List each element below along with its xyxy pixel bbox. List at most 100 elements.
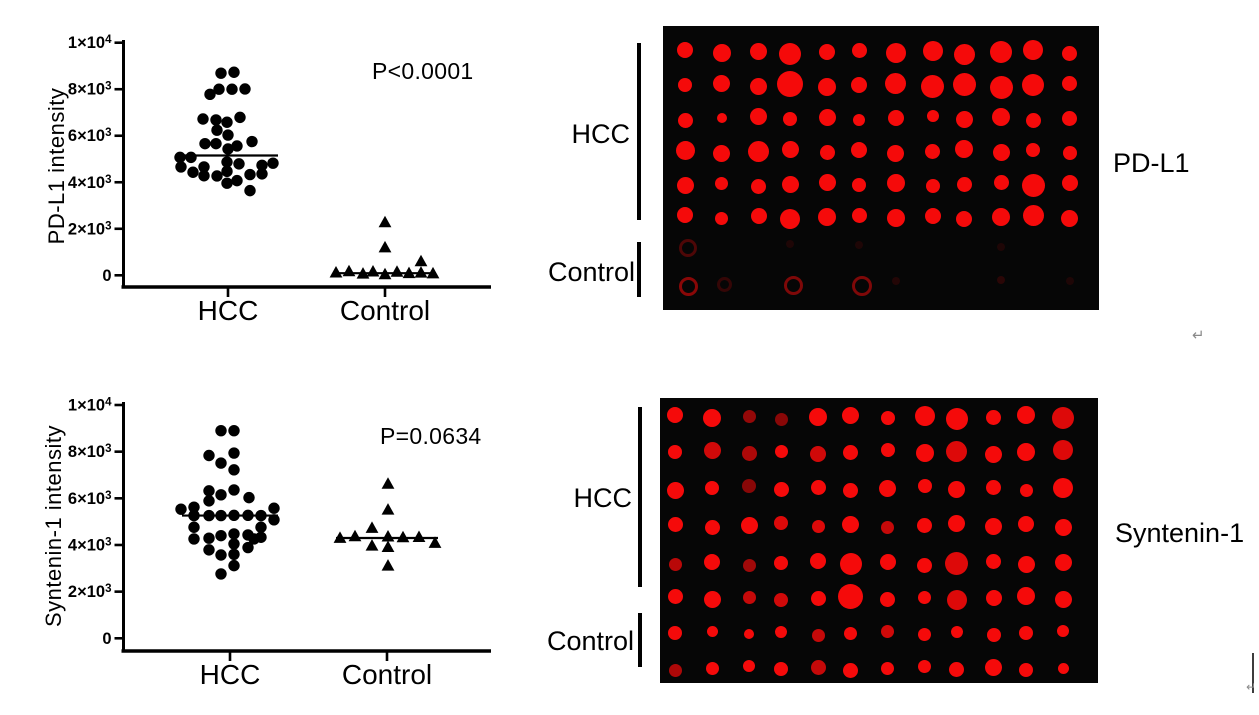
blot-dot [922,41,943,61]
scatter-point-circle [215,67,227,79]
blot-dot [679,239,697,257]
blot-dot [851,207,867,223]
scatter-point-circle [248,533,260,545]
blot-dot [880,411,895,425]
control-group-bar-top [637,242,641,297]
blot-dot [1061,209,1079,227]
blot-dot [851,142,867,158]
blot-dot [1021,173,1045,197]
blot-dot [886,174,905,192]
scatter-point-triangle [381,530,395,542]
y-tick-label: 2×103 [68,220,112,238]
blot-dot [819,44,836,60]
blot-dot [853,114,865,126]
scatter-point-circle [210,137,222,150]
blot-dot [925,143,941,159]
blot-dot [992,108,1011,126]
scatter-point-circle [221,177,233,189]
blot-dot [705,661,719,675]
blot-dot [743,660,756,672]
blot-dot [742,479,757,493]
scatter-point-circle [213,83,225,95]
blot-dot [843,662,858,678]
scatter-point-triangle [381,477,395,489]
scatter-point-triangle [365,539,379,551]
y-tick-label: 4×103 [68,536,112,554]
blot-dot [879,554,896,570]
blot-dot [741,445,757,461]
blot-dot [842,515,859,533]
blot-dot [921,74,945,98]
scatter-point-circle [203,449,215,462]
scatter-point-circle [215,529,227,542]
blot-dot [818,108,836,126]
blot-dot [775,626,788,638]
blot-dot [1062,110,1078,126]
scatter-point-circle [228,484,240,496]
blot-dot [926,110,939,122]
blot-dot [773,481,789,497]
scatter-point-circle [231,174,243,187]
blot-dot [748,140,770,162]
x-tick-label-hcc-bottom: HCC [199,659,261,690]
blot-dot [986,553,1002,569]
y-tick-label: 8×103 [68,443,112,461]
blot-dot [985,445,1003,463]
blot-dot [1017,587,1035,605]
scatter-point-circle [256,168,268,180]
blot-dot [810,590,826,606]
blot-dot [1054,518,1072,536]
blot-dot [742,590,756,604]
blot-dot [989,75,1013,99]
blot-dot [917,557,933,573]
blot-dot [703,441,721,459]
y-tick-label: 0 [102,630,111,648]
scatter-point-circle [188,521,200,533]
blot-dot [843,444,858,460]
blot-dot [1054,590,1072,608]
control-group-bar-bottom [638,613,642,667]
scatter-point-circle [198,170,210,182]
scatter-point-circle [221,116,233,128]
p-value-syntenin: P=0.0634 [380,423,482,449]
x-tick-label-control-top: Control [339,295,431,326]
blot-dot [956,211,973,227]
scatter-point-triangle [329,265,343,278]
scatter-point-circle [203,495,215,507]
blot-dot [712,44,731,62]
blot-dot [986,479,1002,495]
scatter-point-circle [199,137,211,150]
y-tick-label: 0 [102,267,111,285]
blot-dot [917,517,933,533]
scatter-point-circle [243,491,255,504]
scatter-point-circle [255,521,267,533]
y-tick-label: 8×103 [68,81,112,99]
blot-dot [1061,175,1078,191]
scatter-point-circle [215,568,227,580]
scatter-point-circle [234,111,246,124]
blot-dot [774,556,789,570]
blot-dot [985,517,1003,535]
blot-dot [986,628,1001,642]
blot-dot [783,112,798,126]
blot-dot [1019,483,1033,497]
scatter-point-circle [203,485,215,497]
blot-dot [713,74,731,92]
dot-blot-panel-syntenin [660,398,1098,683]
blot-dot [717,276,733,292]
scatter-point-circle [188,501,200,513]
blot-dot [750,208,767,224]
blot-dot [842,406,859,424]
scatter-point-circle [215,457,227,469]
blot-dot [880,443,895,457]
scatter-point-circle [203,532,215,544]
blot-dot [677,42,693,58]
blot-dot [1062,45,1078,61]
blot-dot [891,277,900,285]
blot-dot [986,409,1002,425]
blot-dot [1062,75,1078,91]
control-group-label-top: Control [547,257,635,287]
scatter-point-triangle [414,254,428,267]
blot-dot [1062,146,1077,160]
blot-dot [819,144,835,160]
